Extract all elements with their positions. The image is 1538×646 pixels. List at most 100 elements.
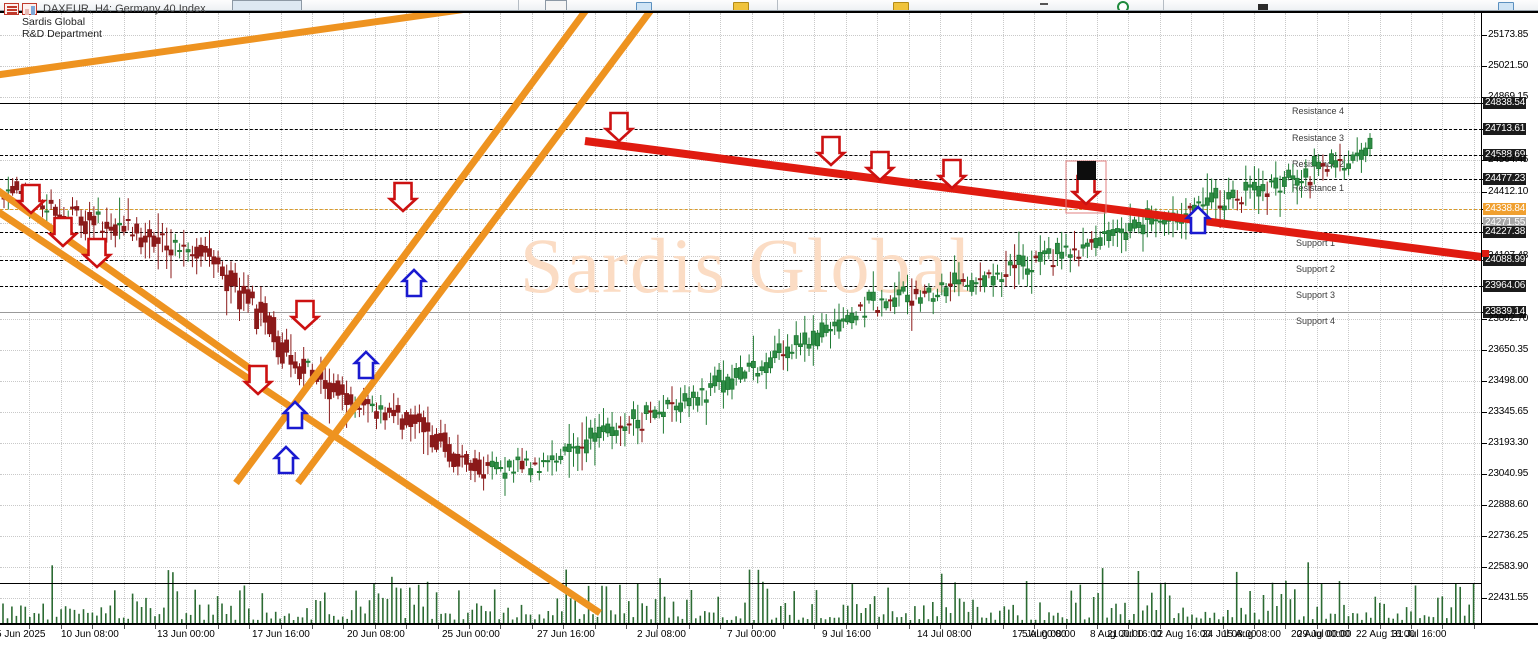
candle-bullish [172,239,178,243]
toolbar-refresh-button[interactable] [1117,1,1129,10]
candle-bullish [1363,147,1369,156]
sell-arrow-icon[interactable] [386,181,420,213]
signal-arrows[interactable] [0,13,1482,625]
grid-line-h [0,474,1481,475]
trendline-orange-asc-3[interactable] [295,13,660,486]
time-tick [218,625,219,629]
level-line-resistance-2[interactable] [0,155,1481,156]
time-axis[interactable]: 5 Jun 2025 10 Jun 08:00 13 Jun 00:00 17 Jun… [0,625,1538,646]
sell-arrow-icon[interactable] [1069,174,1103,206]
ohlc-list-icon[interactable] [4,3,19,15]
grid-line-v [1380,13,1381,623]
toolbar-bar-chart-button[interactable] [545,0,567,10]
candle-bearish [1264,193,1270,198]
candle-bullish [554,460,559,463]
buy-arrow-icon[interactable] [271,445,301,475]
trendline-orange-desc-1[interactable] [0,173,602,616]
sell-arrow-icon[interactable] [863,150,897,182]
price-tick-label: 25173.85 [1488,29,1529,40]
sell-arrow-icon[interactable] [814,135,848,167]
sell-arrow-icon[interactable] [288,299,322,331]
sell-arrow-icon[interactable] [935,158,969,190]
grid-line-v [689,13,690,623]
candle-bullish [1037,251,1043,262]
time-tick [752,625,753,629]
grid-line-h [0,192,1481,193]
level-line-resistance-4[interactable] [0,103,1481,104]
sell-arrow-icon[interactable] [602,111,636,143]
price-tick [1482,474,1487,475]
toolbar-grid-toggle-button[interactable] [1498,2,1514,10]
sell-arrow-icon[interactable] [80,237,114,269]
price-axis[interactable]: 25173.85 25021.50 24869.1524838.54 24713.61… [1482,11,1538,625]
level-line-current-price[interactable] [0,209,1481,210]
candle-bullish [678,402,683,412]
grid-line-v [1128,13,1129,623]
toolbar-template-button[interactable] [893,2,909,10]
candle-bearish [669,402,675,405]
trendline-orange-desc-2[interactable] [0,185,265,380]
toolbar-text-box[interactable] [232,0,302,10]
toolbar-line-chart-button[interactable] [733,2,749,10]
toolbar-crosshair-button[interactable] [1040,3,1048,5]
candle-bearish [168,249,174,256]
candle-bullish [1230,189,1236,199]
level-label: Support 2 [1296,264,1336,274]
toolbar[interactable] [0,0,1538,11]
time-tick [940,625,941,629]
sell-arrow-icon[interactable] [241,364,275,396]
level-line-support-4[interactable] [0,312,1481,313]
price-tick [1482,443,1487,444]
level-line-support-3[interactable] [0,286,1481,287]
buy-arrow-icon[interactable] [280,400,310,430]
candle-bearish [292,361,298,369]
trendline-red-resistance[interactable] [584,137,1482,261]
candle-bullish [185,249,191,253]
toolbar-candle-chart-button[interactable] [636,2,652,10]
time-tick [909,625,910,629]
toolbar-separator-1 [518,0,519,10]
sell-arrow-icon[interactable] [14,183,48,215]
toolbar-period-button[interactable] [1258,4,1268,10]
grid-line-v [375,13,376,623]
candle-bearish [121,225,127,232]
time-tick-label: 15 Aug 08:00 [1222,629,1281,640]
time-tick [375,625,376,629]
time-tick [1285,625,1286,629]
grid-line-h [0,443,1481,444]
time-tick [249,625,250,629]
chart-canvas[interactable]: Sardis Global Resistance 4 Resistance 3 Re… [0,11,1482,625]
candle-bullish [1059,251,1065,259]
level-line-support-2[interactable] [0,260,1481,261]
trendline-orange-asc-1[interactable] [0,13,545,83]
grid-line-v [249,13,250,623]
candle-bullish [776,343,782,353]
chart-subtitle: Sardis Global R&D Department [22,16,206,40]
level-line-resistance-1[interactable] [0,179,1481,180]
sell-arrow-icon[interactable] [46,216,80,248]
price-tick-label: 23650.35 [1488,344,1529,355]
chart-type-icon[interactable] [22,3,37,15]
level-price-badge: 24588.69 [1483,149,1527,161]
buy-arrow-icon[interactable] [399,268,429,298]
candle-bullish [1290,175,1296,180]
candle-bullish [613,430,619,436]
candle-bearish [254,308,260,330]
price-tick [1482,160,1487,161]
grid-line-h [0,598,1481,599]
time-tick [312,625,313,629]
buy-arrow-icon[interactable] [1183,205,1213,235]
time-tick [469,625,470,629]
level-line-resistance-3[interactable] [0,129,1481,130]
candle-bullish [729,378,735,390]
grid-line-h [0,319,1481,320]
time-tick-label: 9 Jul 16:00 [822,629,871,640]
buy-arrow-icon[interactable] [351,350,381,380]
candle-bullish [883,301,889,309]
candle-bullish [935,294,940,298]
level-label: Resistance 4 [1292,106,1345,116]
candle-bearish [249,291,255,299]
candle-bearish [219,266,225,276]
level-line-support-1[interactable] [0,232,1481,233]
object-selection-handle[interactable] [1077,161,1096,180]
